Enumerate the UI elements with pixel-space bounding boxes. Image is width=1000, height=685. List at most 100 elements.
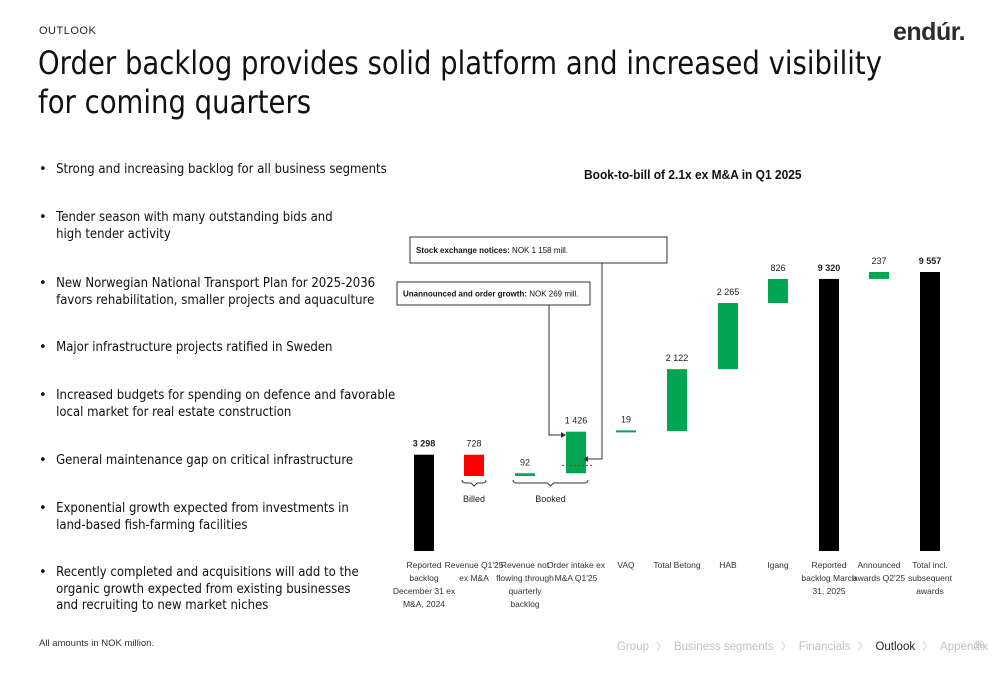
x-tick-label: Reported xyxy=(407,560,442,570)
waterfall-bar xyxy=(515,473,535,476)
data-label: 1 426 xyxy=(565,416,588,426)
waterfall-bar xyxy=(819,278,839,551)
data-label: 92 xyxy=(520,457,530,467)
waterfall-bar xyxy=(667,369,687,432)
bullet-text: Tender season with many outstanding bids… xyxy=(56,210,333,242)
nav-item-appendix[interactable]: Appendix xyxy=(940,641,989,653)
chevron-right-icon: 〉 xyxy=(655,641,667,653)
nav-item-financials[interactable]: Financials xyxy=(798,641,851,653)
x-tick-label: Igang xyxy=(767,560,789,570)
annotation-text: Unannounced and order growth: NOK 269 mi… xyxy=(403,290,579,299)
x-tick-label: backlog xyxy=(409,573,439,583)
arrow-head-icon xyxy=(561,432,566,438)
annotation-bold-text: Unannounced and order growth: xyxy=(403,290,527,299)
data-label: 9 557 xyxy=(919,256,942,266)
bullet-text: New Norwegian National Transport Plan fo… xyxy=(56,276,376,308)
bracket-line xyxy=(512,479,589,487)
section-navigation: Group 〉 Business segments 〉 Financials 〉 Outlo… xyxy=(617,638,988,654)
x-tick-label: Order intake ex xyxy=(547,560,606,570)
annotation-plain-text: NOK 1 158 mill. xyxy=(510,246,568,255)
x-tick-label: Total incl. xyxy=(912,560,947,570)
chevron-right-icon: 〉 xyxy=(780,641,792,653)
x-tick-label: ex M&A xyxy=(459,573,489,583)
waterfall-bar xyxy=(616,430,636,433)
chevron-right-icon: 〉 xyxy=(857,641,869,653)
annotation-box xyxy=(409,236,668,264)
annotation-box xyxy=(396,281,591,306)
bullet-dot: • xyxy=(39,565,47,580)
bracket-label: Billed xyxy=(463,494,485,504)
bullet-item: • Exponential growth expected from invest… xyxy=(39,501,384,534)
bullet-item: • Increased budgets for spending on defen… xyxy=(39,388,395,421)
bullet-text: Major infrastructure projects ratified i… xyxy=(56,340,333,355)
x-tick-label: VAQ xyxy=(617,560,635,570)
x-tick-label: subsequent xyxy=(908,573,953,583)
data-label: 3 298 xyxy=(413,439,436,449)
data-label: 237 xyxy=(871,256,886,266)
arrow-head-icon xyxy=(583,456,588,462)
x-tick-label: awards Q2'25 xyxy=(853,573,905,583)
x-tick-label: awards xyxy=(916,586,943,596)
bullet-text: General maintenance gap on critical infr… xyxy=(56,453,354,468)
chart-title: Book-to-bill of 2.1x ex M&A in Q1 2025 xyxy=(584,167,802,182)
bullet-item: • Major infrastructure projects ratified … xyxy=(39,340,384,357)
chevron-right-icon: 〉 xyxy=(922,641,934,653)
data-label: 2 122 xyxy=(666,353,689,363)
x-tick-label: quarterly xyxy=(508,586,542,596)
waterfall-bar xyxy=(718,303,738,370)
x-tick-label: HAB xyxy=(719,560,737,570)
company-logo: endúr. xyxy=(893,18,966,46)
waterfall-bar xyxy=(768,278,788,304)
x-tick-label: Announced xyxy=(857,560,900,570)
bullet-item: • Recently completed and acquisitions wil… xyxy=(39,565,384,615)
section-label: OUTLOOK xyxy=(39,25,97,37)
data-label: 9 320 xyxy=(818,263,841,273)
nav-item-business-segments[interactable]: Business segments xyxy=(673,641,774,653)
bracket-label: Booked xyxy=(535,494,566,504)
data-label: 826 xyxy=(770,263,785,273)
annotation-plain-text: NOK 269 mill. xyxy=(527,290,579,299)
annotation-connector xyxy=(588,263,603,460)
bullet-dot: • xyxy=(39,340,47,355)
bullet-dot: • xyxy=(39,453,47,468)
x-tick-label: 31, 2025 xyxy=(812,586,845,596)
x-tick-label: backlog xyxy=(510,599,540,609)
waterfall-bar xyxy=(464,454,484,476)
footnote: All amounts in NOK million. xyxy=(39,638,155,649)
bullet-item: • New Norwegian National Transport Plan f… xyxy=(39,276,384,309)
bullet-text: Recently completed and acquisitions will… xyxy=(56,565,359,613)
waterfall-bar xyxy=(566,431,586,474)
x-tick-label: Revenue not xyxy=(501,560,550,570)
x-tick-label: Total Betong xyxy=(653,560,701,570)
bullet-text: Exponential growth expected from investm… xyxy=(56,501,349,533)
bullet-item: • General maintenance gap on critical inf… xyxy=(39,453,384,470)
bullet-text: Strong and increasing backlog for all bu… xyxy=(56,162,387,177)
annotation-text: Stock exchange notices: NOK 1 158 mill. xyxy=(416,246,568,255)
data-label: 19 xyxy=(621,414,631,424)
nav-item-outlook[interactable]: Outlook xyxy=(875,641,916,653)
x-tick-label: flowing through xyxy=(496,573,554,583)
waterfall-bar xyxy=(869,272,889,279)
data-label: 728 xyxy=(466,439,481,449)
annotation-connector xyxy=(548,305,561,436)
x-tick-label: M&A, 2024 xyxy=(403,599,445,609)
x-tick-label: backlog March xyxy=(801,573,857,583)
bullet-text: Increased budgets for spending on defenc… xyxy=(56,388,396,420)
bullet-item: • Strong and increasing backlog for all b… xyxy=(39,162,387,179)
bracket-line xyxy=(461,479,487,487)
x-tick-label: Revenue Q1'25 xyxy=(445,560,504,570)
annotation-bold-text: Stock exchange notices: xyxy=(416,246,510,255)
nav-item-group[interactable]: Group xyxy=(617,641,649,653)
bullet-item: • Tender season with many outstanding bid… xyxy=(39,210,384,243)
bullet-dot: • xyxy=(39,388,47,403)
waterfall-bar xyxy=(414,454,434,551)
page-title: Order backlog provides solid platform an… xyxy=(38,44,882,121)
x-tick-label: Reported xyxy=(812,560,847,570)
data-label: 2 265 xyxy=(717,287,740,297)
x-tick-label: M&A Q1'25 xyxy=(555,573,598,583)
bullet-dot: • xyxy=(39,162,47,177)
bullet-dot: • xyxy=(39,210,47,225)
bullet-dot: • xyxy=(39,276,47,291)
page-number: 16 xyxy=(974,640,985,651)
